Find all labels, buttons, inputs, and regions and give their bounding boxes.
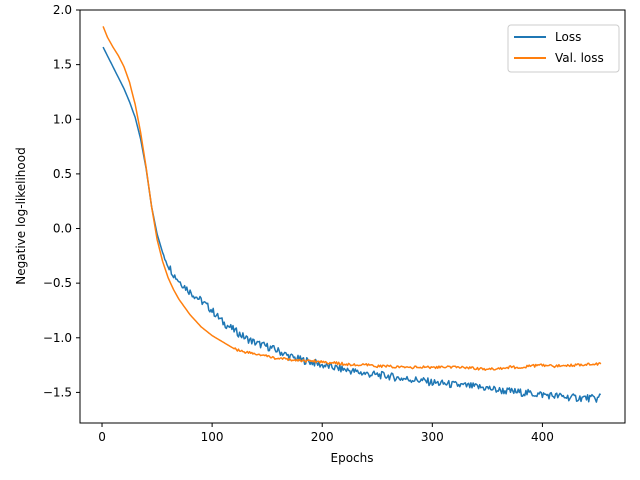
series-line-loss <box>102 46 602 403</box>
x-tick-label: 200 <box>311 430 334 444</box>
legend: Loss Val. loss <box>507 24 620 73</box>
plot-frame <box>79 9 626 424</box>
x-tick-label: 100 <box>201 430 224 444</box>
series-layer <box>102 26 602 403</box>
x-axis-ticks: 0 100 200 300 400 <box>98 423 554 444</box>
y-tick-label: 1.0 <box>53 112 72 126</box>
legend-label-val-loss: Val. loss <box>555 51 604 65</box>
x-tick-label: 400 <box>531 430 554 444</box>
legend-label-loss: Loss <box>555 30 581 44</box>
x-tick-label: 0 <box>98 430 106 444</box>
series-line-val-loss <box>102 26 602 371</box>
y-tick-label: 0.5 <box>53 167 72 181</box>
y-tick-label: 2.0 <box>53 3 72 17</box>
y-tick-label: −1.0 <box>43 331 72 345</box>
x-tick-label: 300 <box>421 430 444 444</box>
y-tick-label: 0.0 <box>53 222 72 236</box>
y-tick-label: 1.5 <box>53 58 72 72</box>
y-tick-label: −0.5 <box>43 276 72 290</box>
x-axis-label: Epochs <box>331 451 374 465</box>
y-axis-ticks: −1.5 −1.0 −0.5 0.0 0.5 1.0 1.5 2.0 <box>43 3 80 399</box>
y-tick-label: −1.5 <box>43 385 72 399</box>
y-axis-label: Negative log-likelihood <box>14 147 28 284</box>
